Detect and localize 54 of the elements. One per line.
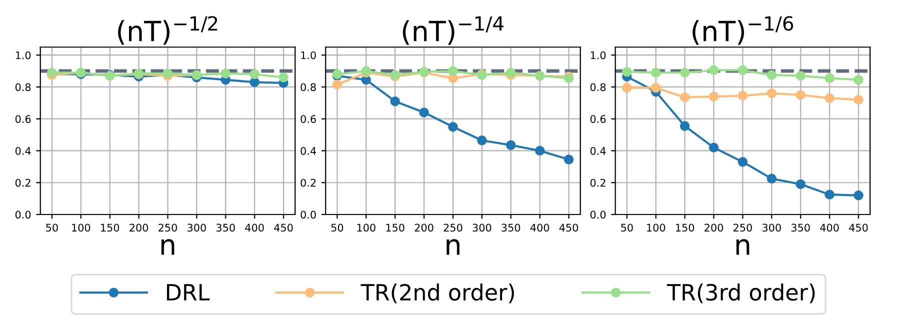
x-tick-label: 300 [472,224,492,232]
x-tick-label: 350 [216,224,235,232]
x-axis-title: n [446,239,460,255]
y-tick-label: 0.6 [300,115,316,123]
x-tick-label: 200 [130,224,148,232]
x-tick-label: 300 [188,224,206,232]
x-tick-label: 350 [502,224,520,232]
legend-label: TR(3rd order) [666,283,815,304]
x-tick-label: 150 [101,224,120,232]
x-axis-title: n [736,239,750,255]
y-tick-label: 0.0 [300,210,316,219]
legend-label: DRL [166,284,210,300]
y-tick-label: 0.4 [300,146,316,155]
chart-title: (nT)$^{−1/6}$ [692,16,794,45]
chart-title: (nT)$^{−1/4}$ [402,16,504,45]
y-tick-label: 0.4 [590,146,606,155]
x-tick-label: 50 [331,224,344,232]
y-tick-label: 0.2 [300,178,316,187]
y-tick-label: 0.8 [15,83,31,92]
y-tick-label: 0.0 [590,210,606,219]
x-axis-title: n [161,239,174,255]
y-tick-label: 0.2 [15,178,30,187]
x-tick-label: 450 [559,224,578,232]
x-tick-label: 100 [72,224,90,232]
y-tick-label: 0.0 [15,210,31,219]
x-tick-label: 50 [621,224,633,232]
x-tick-label: 450 [849,224,868,232]
y-tick-label: 0.6 [590,115,606,123]
x-tick-label: 350 [791,224,810,232]
x-tick-label: 250 [444,224,462,232]
y-tick-label: 1.0 [590,51,606,60]
x-tick-label: 150 [386,224,404,232]
y-tick-label: 0.6 [15,115,31,123]
x-tick-label: 400 [245,224,264,232]
x-tick-label: 50 [46,224,58,232]
chart-title: (nT)$^{−1/2}$ [118,16,218,45]
y-tick-label: 1.0 [301,51,316,60]
x-tick-label: 100 [357,224,376,232]
y-tick-label: 0.2 [590,178,606,187]
y-tick-label: 0.4 [15,146,31,155]
x-tick-label: 200 [414,224,434,232]
y-tick-label: 1.0 [16,51,31,60]
y-tick-label: 0.8 [300,83,316,92]
x-tick-label: 300 [762,224,781,232]
x-tick-label: 200 [704,224,724,232]
y-tick-label: 0.8 [590,83,606,92]
x-tick-label: 450 [274,224,293,232]
x-tick-label: 100 [647,224,666,232]
x-tick-label: 400 [530,224,550,232]
legend-label: TR(2nd order) [360,283,514,304]
x-tick-label: 150 [676,224,694,232]
x-tick-label: 400 [820,224,839,232]
x-tick-label: 250 [734,224,752,232]
x-tick-label: 250 [158,224,177,232]
